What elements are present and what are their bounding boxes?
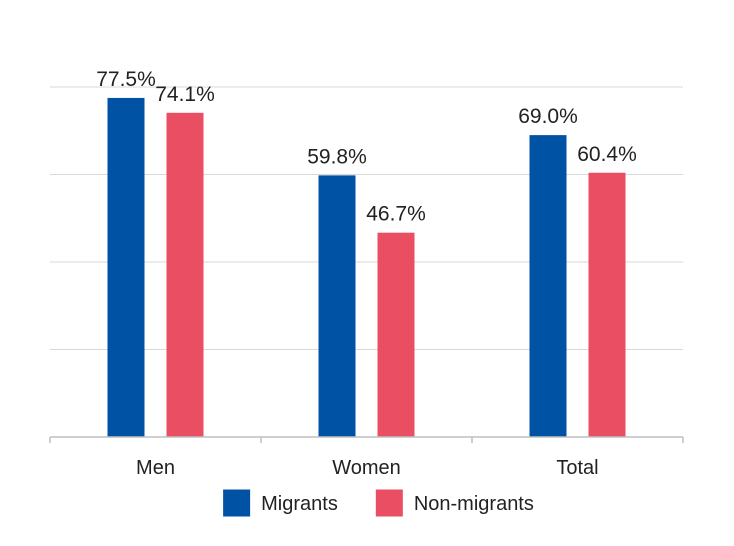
legend-item-non-migrants: Non-migrants	[375, 489, 534, 517]
legend-item-migrants: Migrants	[223, 489, 338, 517]
bar-migrants-men	[107, 97, 145, 437]
data-label-migrants-total: 69.0%	[518, 105, 578, 128]
bar-non-migrants-men	[166, 112, 204, 437]
legend-swatch-migrants	[223, 489, 251, 517]
bar-migrants-women	[318, 175, 356, 437]
x-tick-label-women: Women	[332, 457, 401, 479]
legend-label-non-migrants: Non-migrants	[414, 493, 534, 515]
data-labels: 77.5%74.1% 59.8% 46.7% 69.0% 60.4%	[96, 68, 637, 226]
gridlines	[50, 86, 683, 350]
data-label-migrants-men: 77.5%	[96, 68, 156, 91]
bar-migrants-total	[529, 135, 567, 437]
data-label-non-migrants-total: 60.4%	[577, 143, 637, 166]
bar-non-migrants-women	[377, 232, 415, 437]
legend-label-migrants: Migrants	[261, 493, 338, 515]
data-label-migrants-women: 59.8%	[307, 145, 367, 168]
data-label-non-migrants-men: 74.1%	[155, 83, 215, 106]
data-label-non-migrants-women: 46.7%	[366, 203, 426, 226]
legend: Migrants Non-migrants	[223, 489, 534, 517]
legend-swatch-non-migrants	[375, 489, 403, 517]
x-tick-label-men: Men	[136, 457, 175, 479]
bar-non-migrants-total	[588, 172, 626, 437]
bars	[107, 97, 626, 437]
x-axis: Men Women Total	[49, 436, 684, 479]
x-tick-label-total: Total	[556, 457, 598, 479]
